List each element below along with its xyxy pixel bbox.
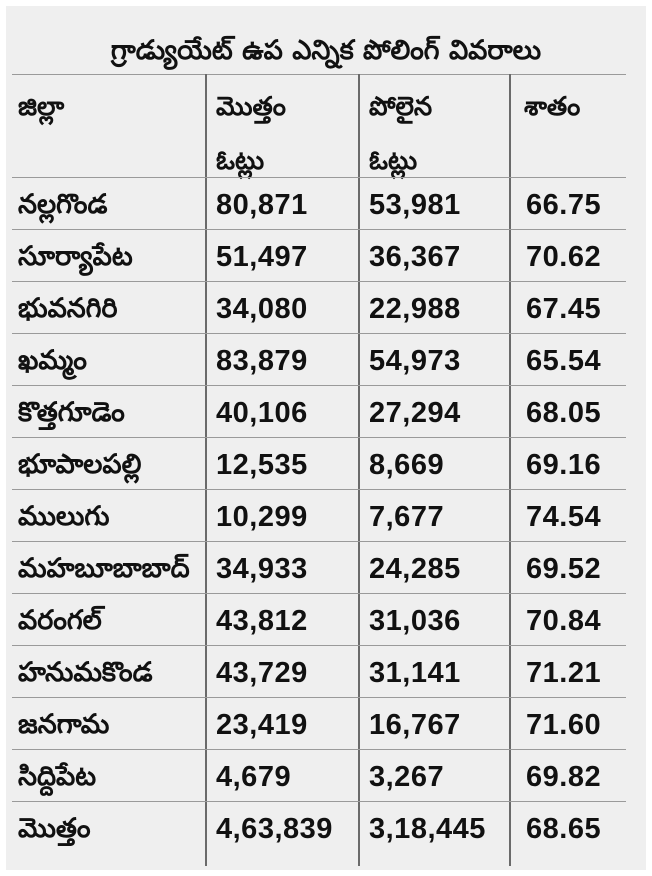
district-cell: జనగామ	[18, 709, 110, 740]
column-divider-1	[205, 74, 207, 866]
total-votes-cell: 10,299	[216, 501, 308, 533]
total-row-district-cell: మొత్తం	[18, 813, 91, 844]
total-votes-cell: 83,879	[216, 345, 308, 377]
district-cell: భువనగిరి	[18, 293, 118, 324]
percentage-cell: 67.45	[526, 293, 602, 325]
row-divider	[12, 645, 626, 646]
total-votes-cell: 4,679	[216, 761, 292, 793]
header-top-rule	[12, 74, 626, 75]
header-total-votes-line1: మొత్తం	[216, 92, 286, 122]
polled-votes-cell: 16,767	[369, 709, 461, 741]
district-cell: హనుమకొండ	[18, 657, 153, 688]
polled-votes-cell: 36,367	[369, 241, 461, 273]
district-cell: వరంగల్	[18, 605, 102, 636]
district-cell: భూపాలపల్లి	[18, 449, 142, 480]
row-divider	[12, 801, 626, 802]
total-row-polled-votes-cell: 3,18,445	[369, 813, 486, 845]
district-cell: ములుగు	[18, 501, 110, 532]
polled-votes-cell: 31,141	[369, 657, 461, 689]
district-cell: సిద్దిపేట	[18, 761, 97, 792]
percentage-cell: 68.05	[526, 397, 602, 429]
percentage-cell: 74.54	[526, 501, 602, 533]
header-polled-votes-line1: పోలైన	[369, 92, 433, 122]
row-divider	[12, 385, 626, 386]
total-votes-cell: 80,871	[216, 189, 308, 221]
header-polled-votes-line2: ఓట్లు	[369, 146, 418, 176]
polled-votes-cell: 53,981	[369, 189, 461, 221]
total-votes-cell: 43,729	[216, 657, 308, 689]
row-divider	[12, 541, 626, 542]
polled-votes-cell: 27,294	[369, 397, 461, 429]
polling-table-card: గ్రాడ్యుయేట్ ఉప ఎన్నిక పోలింగ్ వివరాలు జ…	[6, 6, 646, 870]
total-row-percentage-cell: 68.65	[526, 813, 602, 845]
total-votes-cell: 51,497	[216, 241, 308, 273]
district-cell: నల్లగొండ	[18, 189, 108, 220]
header-district-label: జిల్లా	[18, 92, 65, 122]
percentage-cell: 65.54	[526, 345, 602, 377]
district-cell: సూర్యాపేట	[18, 241, 133, 272]
percentage-cell: 69.82	[526, 761, 602, 793]
header-percentage-label: శాతం	[524, 92, 581, 122]
column-divider-2	[358, 74, 360, 866]
header-percentage: శాతం	[524, 80, 580, 134]
table-title: గ్రాడ్యుయేట్ ఉప ఎన్నిక పోలింగ్ వివరాలు	[110, 35, 542, 66]
district-cell: మహబూబాబాద్	[18, 553, 190, 584]
header-total-votes-line2: ఓట్లు	[216, 146, 265, 176]
total-votes-cell: 34,933	[216, 553, 308, 585]
row-divider	[12, 177, 626, 178]
percentage-cell: 70.62	[526, 241, 602, 273]
polled-votes-cell: 8,669	[369, 449, 445, 481]
row-divider	[12, 281, 626, 282]
row-divider	[12, 437, 626, 438]
total-votes-cell: 43,812	[216, 605, 308, 637]
header-total-votes: మొత్తం ఓట్లు	[216, 80, 286, 188]
total-votes-cell: 40,106	[216, 397, 308, 429]
polled-votes-cell: 54,973	[369, 345, 461, 377]
header-district: జిల్లా	[18, 80, 64, 134]
total-votes-cell: 12,535	[216, 449, 308, 481]
header-polled-votes: పోలైన ఓట్లు	[369, 80, 432, 188]
column-divider-3	[509, 74, 511, 866]
percentage-cell: 70.84	[526, 605, 602, 637]
percentage-cell: 71.60	[526, 709, 602, 741]
district-cell: కొత్తగూడెం	[18, 397, 125, 428]
district-cell: ఖమ్మం	[18, 345, 87, 376]
percentage-cell: 69.16	[526, 449, 602, 481]
row-divider	[12, 749, 626, 750]
row-divider	[12, 489, 626, 490]
percentage-cell: 66.75	[526, 189, 602, 221]
row-divider	[12, 333, 626, 334]
polled-votes-cell: 24,285	[369, 553, 461, 585]
polled-votes-cell: 3,267	[369, 761, 445, 793]
total-votes-cell: 34,080	[216, 293, 308, 325]
row-divider	[12, 697, 626, 698]
percentage-cell: 69.52	[526, 553, 602, 585]
percentage-cell: 71.21	[526, 657, 602, 689]
row-divider	[12, 593, 626, 594]
row-divider	[12, 229, 626, 230]
polled-votes-cell: 7,677	[369, 501, 445, 533]
polled-votes-cell: 31,036	[369, 605, 461, 637]
total-votes-cell: 23,419	[216, 709, 308, 741]
polled-votes-cell: 22,988	[369, 293, 461, 325]
total-row-total-votes-cell: 4,63,839	[216, 813, 333, 845]
